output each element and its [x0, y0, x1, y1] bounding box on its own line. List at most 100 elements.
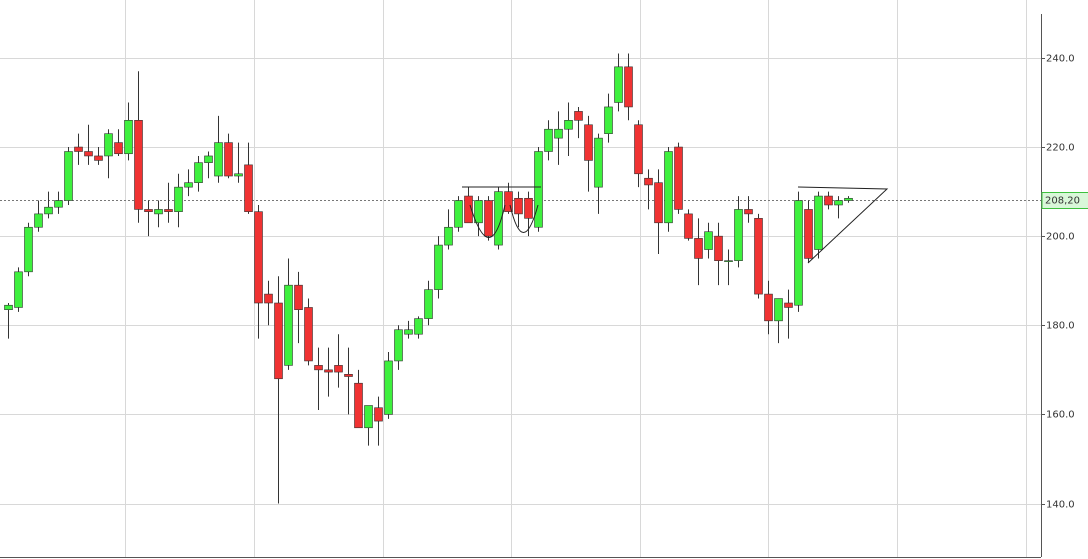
candle-body	[614, 66, 623, 103]
candle-body	[624, 66, 633, 108]
last-price-box	[1041, 192, 1088, 209]
candle-body	[174, 186, 183, 212]
y-axis-labels: 140.0 160.0 180.0 200.0 220.0 240.0 208,20	[1041, 54, 1088, 511]
candle-body	[224, 142, 233, 177]
candle-body	[4, 304, 13, 310]
candle-body	[444, 226, 453, 246]
y-tick-label: 240.0	[1046, 54, 1075, 65]
candle-body	[14, 271, 23, 308]
candle-body	[664, 151, 673, 224]
y-tick-label: 160.0	[1046, 410, 1075, 421]
candle-body	[794, 200, 803, 306]
candle-body	[714, 235, 723, 261]
candle-body	[24, 226, 33, 273]
candle-body	[124, 120, 133, 155]
candle-body	[724, 260, 733, 262]
candle-body	[164, 209, 173, 212]
candle-body	[304, 307, 313, 362]
candle-body	[54, 200, 63, 208]
candle-body	[834, 200, 843, 206]
candle-body	[184, 182, 193, 188]
candle-body	[844, 197, 853, 201]
candle-body	[534, 151, 543, 228]
candle-body	[454, 200, 463, 228]
candle-body	[594, 137, 603, 188]
candle-body	[434, 244, 443, 290]
candle-body	[384, 360, 393, 415]
candle-body	[694, 238, 703, 259]
candle-body	[354, 382, 363, 429]
candle-body	[674, 146, 683, 210]
triangle	[797, 186, 889, 264]
candle-body	[194, 162, 203, 183]
candle-body	[824, 195, 833, 206]
candle-body	[754, 218, 763, 295]
candle-body	[404, 329, 413, 335]
candle-body	[204, 155, 213, 163]
candle-body	[144, 209, 153, 212]
candle-body	[414, 318, 423, 335]
last-price-label: 208,20	[1045, 196, 1080, 207]
candle-body	[394, 329, 403, 362]
candle-body	[604, 106, 613, 134]
candle-body	[254, 211, 263, 304]
cup-arc	[509, 204, 539, 233]
vertical-grid	[125, 0, 1027, 557]
candle-body	[774, 298, 783, 322]
candle-body	[554, 128, 563, 139]
candle-body	[564, 120, 573, 130]
candle-body	[244, 164, 253, 212]
candle-body	[234, 173, 243, 177]
candle-body	[494, 191, 503, 246]
candle-body	[654, 182, 663, 224]
candle-body	[504, 191, 513, 212]
candle-body	[374, 407, 383, 422]
candle-body	[324, 369, 333, 373]
candle-body	[634, 124, 643, 175]
candle-body	[364, 405, 373, 429]
candle-body	[704, 231, 713, 250]
candle-body	[804, 209, 813, 259]
candle-body	[34, 213, 43, 228]
candle-body	[744, 209, 753, 215]
candle-body	[104, 133, 113, 157]
y-tick-label: 200.0	[1046, 232, 1075, 243]
candle-body	[344, 374, 353, 377]
candle-body	[64, 151, 73, 201]
y-tick-label: 180.0	[1046, 321, 1075, 332]
candle-body	[734, 209, 743, 261]
candle-body	[154, 209, 163, 215]
candle-body	[544, 128, 553, 152]
candle-body	[84, 151, 93, 157]
candle-body	[114, 142, 123, 155]
candle-body	[334, 365, 343, 373]
candle-body	[314, 365, 323, 371]
candle-body	[214, 142, 223, 177]
candle-body	[74, 146, 83, 152]
candle-body	[424, 289, 433, 319]
candle-body	[684, 213, 693, 239]
y-tick-label: 220.0	[1046, 143, 1075, 154]
candle-body	[264, 293, 273, 304]
candle-body	[574, 111, 583, 121]
candle-body	[514, 197, 523, 215]
y-tick-label: 140.0	[1046, 500, 1075, 511]
candle-body	[284, 284, 293, 366]
candle-body	[584, 124, 593, 161]
candle-body	[134, 120, 143, 210]
candles	[4, 53, 853, 504]
candle-body	[44, 206, 53, 215]
candle-body	[814, 195, 823, 250]
candle-body	[644, 177, 653, 186]
pattern-annotations	[462, 186, 889, 264]
candle-body	[464, 195, 473, 224]
candle-body	[484, 200, 493, 237]
grid	[0, 58, 1041, 505]
candle-body	[784, 302, 793, 308]
candle-body	[294, 284, 303, 310]
candle-body	[274, 302, 283, 380]
candle-body	[94, 155, 103, 161]
cup-arc	[469, 204, 506, 238]
candle-body	[474, 200, 483, 224]
